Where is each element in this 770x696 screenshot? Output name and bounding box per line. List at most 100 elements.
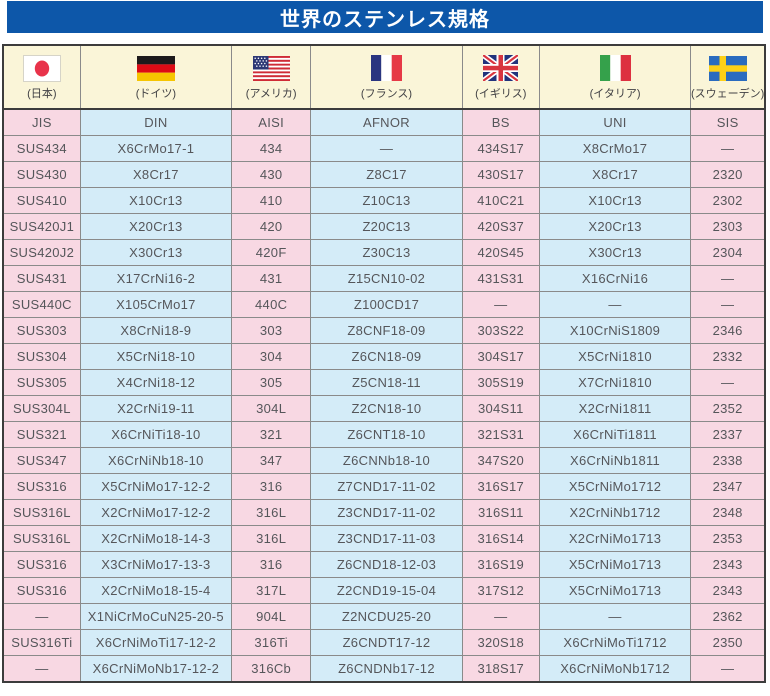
cell-sis: — — [690, 135, 766, 162]
cell-din: X6CrNiTi18-10 — [79, 421, 233, 448]
cell-jis: — — [2, 603, 81, 630]
cell-aisi: 316L — [231, 499, 312, 526]
cell-aisi: 317L — [231, 577, 312, 604]
table-row: SUS321 X6CrNiTi18-10 321 Z6CNT18-10 321S31 X6… — [2, 421, 766, 448]
cell-sis: 2350 — [690, 629, 766, 656]
flag-header-row: (日本) (ドイツ) — [2, 44, 766, 110]
cell-sis: 2362 — [690, 603, 766, 630]
cell-sis: 2347 — [690, 473, 766, 500]
cell-sis: 2320 — [690, 161, 766, 188]
cell-uni: X6CrNiNb1811 — [538, 447, 692, 474]
cell-uni: X5CrNiMo1713 — [538, 577, 692, 604]
cell-uni: X5CrNiMo1713 — [538, 551, 692, 578]
flag-label: (スウェーデン) — [690, 87, 765, 100]
cell-bs: 316S14 — [461, 525, 540, 552]
standards-table-body: SUS434 X6CrMo17-1 434—434S17 X8CrMo17— SUS43… — [2, 135, 766, 683]
cell-aisi: 316L — [231, 525, 312, 552]
flag-italy-icon — [599, 55, 631, 81]
cell-jis: SUS316 — [2, 473, 81, 500]
cell-uni: X2CrNiMo1713 — [538, 525, 692, 552]
cell-sis: 2343 — [690, 577, 766, 604]
cell-afnor: Z15CN10-02 — [310, 265, 463, 292]
cell-bs: 321S31 — [461, 421, 540, 448]
cell-aisi: 316 — [231, 473, 312, 500]
cell-afnor: Z6CNDNb17-12 — [310, 655, 463, 683]
cell-din: X20Cr13 — [79, 213, 233, 240]
cell-jis: SUS316L — [2, 499, 81, 526]
flag-cell-italy: (イタリア) — [538, 44, 692, 110]
cell-bs: — — [461, 291, 540, 318]
cell-jis: SUS304L — [2, 395, 81, 422]
column-header-afnor: AFNOR — [310, 108, 463, 136]
flag-cell-usa: (アメリカ) — [231, 44, 312, 110]
column-header-sis: SIS — [690, 108, 766, 136]
cell-din: X2CrNi19-11 — [79, 395, 233, 422]
table-row: SUS316 X5CrNiMo17-12-2 316 Z7CND17-11-02 316… — [2, 473, 766, 500]
stainless-standards-table: (日本) (ドイツ) — [2, 44, 766, 683]
cell-uni: X6CrNiMoNb1712 — [538, 655, 692, 683]
cell-jis: SUS434 — [2, 135, 81, 162]
cell-aisi: 420 — [231, 213, 312, 240]
cell-bs: 316S19 — [461, 551, 540, 578]
cell-jis: SUS304 — [2, 343, 81, 370]
flag-label: (イタリア) — [589, 88, 641, 100]
cell-aisi: 304L — [231, 395, 312, 422]
column-header-uni: UNI — [538, 108, 692, 136]
page-title: 世界のステンレス規格 — [280, 8, 490, 31]
cell-afnor: — — [310, 135, 463, 162]
cell-afnor: Z8C17 — [310, 161, 463, 188]
cell-jis: SUS316Ti — [2, 629, 81, 656]
flag-france-icon — [370, 55, 402, 81]
cell-din: X10Cr13 — [79, 187, 233, 214]
cell-din: X4CrNi18-12 — [79, 369, 233, 396]
cell-din: X17CrNi16-2 — [79, 265, 233, 292]
table-row: SUS410 X10Cr13 410 Z10C13 410C21 X10Cr13 2302 — [2, 187, 766, 214]
page-title-bar: 世界のステンレス規格 — [7, 1, 763, 33]
cell-afnor: Z6CN18-09 — [310, 343, 463, 370]
table-row: SUS304 X5CrNi18-10 304 Z6CN18-09 304S17 X5CrN… — [2, 343, 766, 370]
cell-jis: SUS316 — [2, 577, 81, 604]
cell-bs: 320S18 — [461, 629, 540, 656]
cell-din: X8CrNi18-9 — [79, 317, 233, 344]
cell-sis: 2346 — [690, 317, 766, 344]
table-row: SUS431 X17CrNi16-2 431 Z15CN10-02 431S31 X16C… — [2, 265, 766, 292]
cell-din: X105CrMo17 — [79, 291, 233, 318]
table-row: SUS420J1 X20Cr13 420 Z20C13 420S37 X20Cr13 230… — [2, 213, 766, 240]
table-row: SUS305 X4CrNi18-12 305 Z5CN18-11 305S19 X7CrN… — [2, 369, 766, 396]
cell-bs: — — [461, 603, 540, 630]
cell-afnor: Z6CNNb18-10 — [310, 447, 463, 474]
cell-bs: 347S20 — [461, 447, 540, 474]
flag-cell-germany: (ドイツ) — [79, 44, 233, 110]
column-header-jis: JIS — [2, 108, 81, 136]
cell-sis: 2337 — [690, 421, 766, 448]
cell-din: X6CrNiMoTi17-12-2 — [79, 629, 233, 656]
cell-afnor: Z6CND18-12-03 — [310, 551, 463, 578]
cell-bs: 304S17 — [461, 343, 540, 370]
cell-uni: X8CrMo17 — [538, 135, 692, 162]
cell-jis: SUS321 — [2, 421, 81, 448]
table-row: SUS347 X6CrNiNb18-10 347 Z6CNNb18-10 347S20 X… — [2, 447, 766, 474]
table-row: — X6CrNiMoNb17-12-2 316Cb Z6CNDNb17-12 318S1… — [2, 655, 766, 683]
cell-jis: — — [2, 655, 81, 683]
cell-aisi: 347 — [231, 447, 312, 474]
table-row: SUS430 X8Cr17 430 Z8C17 430S17 X8Cr17 2320 — [2, 161, 766, 188]
cell-uni: X16CrNi16 — [538, 265, 692, 292]
cell-uni: X6CrNiMoTi1712 — [538, 629, 692, 656]
cell-uni: X6CrNiTi1811 — [538, 421, 692, 448]
cell-sis: 2304 — [690, 239, 766, 266]
table-row: SUS440C X105CrMo17 440C Z100CD17— — — — [2, 291, 766, 318]
flag-cell-japan: (日本) — [2, 44, 81, 110]
cell-jis: SUS316 — [2, 551, 81, 578]
cell-bs: 316S17 — [461, 473, 540, 500]
table-row: SUS316 X2CrNiMo18-15-4 317L Z2CND19-15-04 31… — [2, 577, 766, 604]
cell-uni: X5CrNi1810 — [538, 343, 692, 370]
cell-aisi: 316 — [231, 551, 312, 578]
cell-din: X5CrNi18-10 — [79, 343, 233, 370]
cell-uni: X20Cr13 — [538, 213, 692, 240]
cell-aisi: 304 — [231, 343, 312, 370]
column-header-row: JIS DIN AISI AFNOR BS UNI SIS — [2, 108, 766, 136]
cell-din: X8Cr17 — [79, 161, 233, 188]
cell-uni: X7CrNi1810 — [538, 369, 692, 396]
cell-uni: X10Cr13 — [538, 187, 692, 214]
cell-sis: 2343 — [690, 551, 766, 578]
